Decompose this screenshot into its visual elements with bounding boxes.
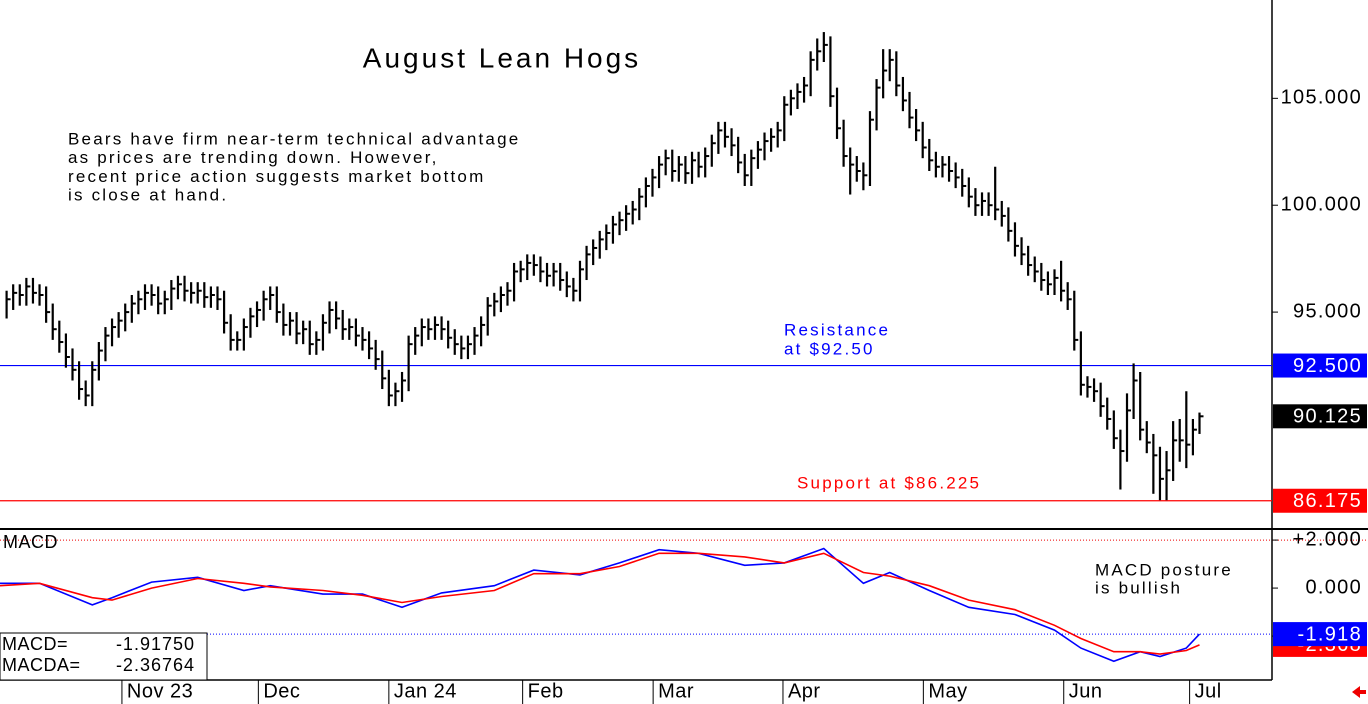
macd-note: MACD posture xyxy=(1095,560,1233,579)
chart-title: August Lean Hogs xyxy=(363,42,641,73)
readout-value: -2.36764 xyxy=(116,655,195,675)
price-marker-label: 86.175 xyxy=(1293,490,1362,512)
macd-line xyxy=(0,547,1201,663)
y-tick-label: 95.000 xyxy=(1293,300,1362,322)
price-marker-label: 92.500 xyxy=(1293,355,1362,377)
price-marker-box xyxy=(1273,488,1367,513)
commentary: as prices are trending down. However, xyxy=(68,148,439,167)
x-tick-label: Feb xyxy=(528,680,564,702)
y-tick-label: 0.000 xyxy=(1305,576,1362,598)
readout-name: MACDA= xyxy=(2,655,81,675)
commentary: Bears have firm near-term technical adva… xyxy=(68,129,520,148)
support-note: Support at $86.225 xyxy=(797,473,981,492)
y-tick-label: 100.000 xyxy=(1281,193,1362,215)
y-tick-label: +2.000 xyxy=(1292,528,1362,550)
x-tick-label: Jul xyxy=(1195,680,1222,702)
x-tick-label: Dec xyxy=(263,680,300,702)
commentary: recent price action suggests market bott… xyxy=(68,167,485,186)
commentary: is close at hand. xyxy=(68,186,228,205)
x-tick-label: May xyxy=(928,680,967,702)
macd-note: is bullish xyxy=(1095,578,1182,597)
x-tick-label: Jun xyxy=(1069,680,1103,702)
readout-value: -1.91750 xyxy=(116,634,195,654)
price-marker-box xyxy=(1273,353,1367,378)
price-marker-label: -1.918 xyxy=(1297,623,1362,645)
x-tick-label: Nov 23 xyxy=(127,680,193,702)
readout-box xyxy=(0,632,208,681)
price-marker-box xyxy=(1273,404,1367,429)
macd-line xyxy=(0,552,1200,655)
x-tick-label: Jan 24 xyxy=(394,680,457,702)
back-arrow-icon[interactable] xyxy=(1352,686,1366,698)
x-tick-label: Mar xyxy=(658,680,694,702)
resistance-note: at $92.50 xyxy=(784,339,875,358)
readout-name: MACD= xyxy=(2,634,68,654)
y-tick-label: 105.000 xyxy=(1281,87,1362,109)
price-marker-box xyxy=(1273,622,1367,647)
price-marker-label: 90.125 xyxy=(1293,406,1362,428)
resistance-note: Resistance xyxy=(784,320,890,339)
x-tick-label: Apr xyxy=(788,680,821,702)
panel-label: MACD xyxy=(3,532,58,552)
